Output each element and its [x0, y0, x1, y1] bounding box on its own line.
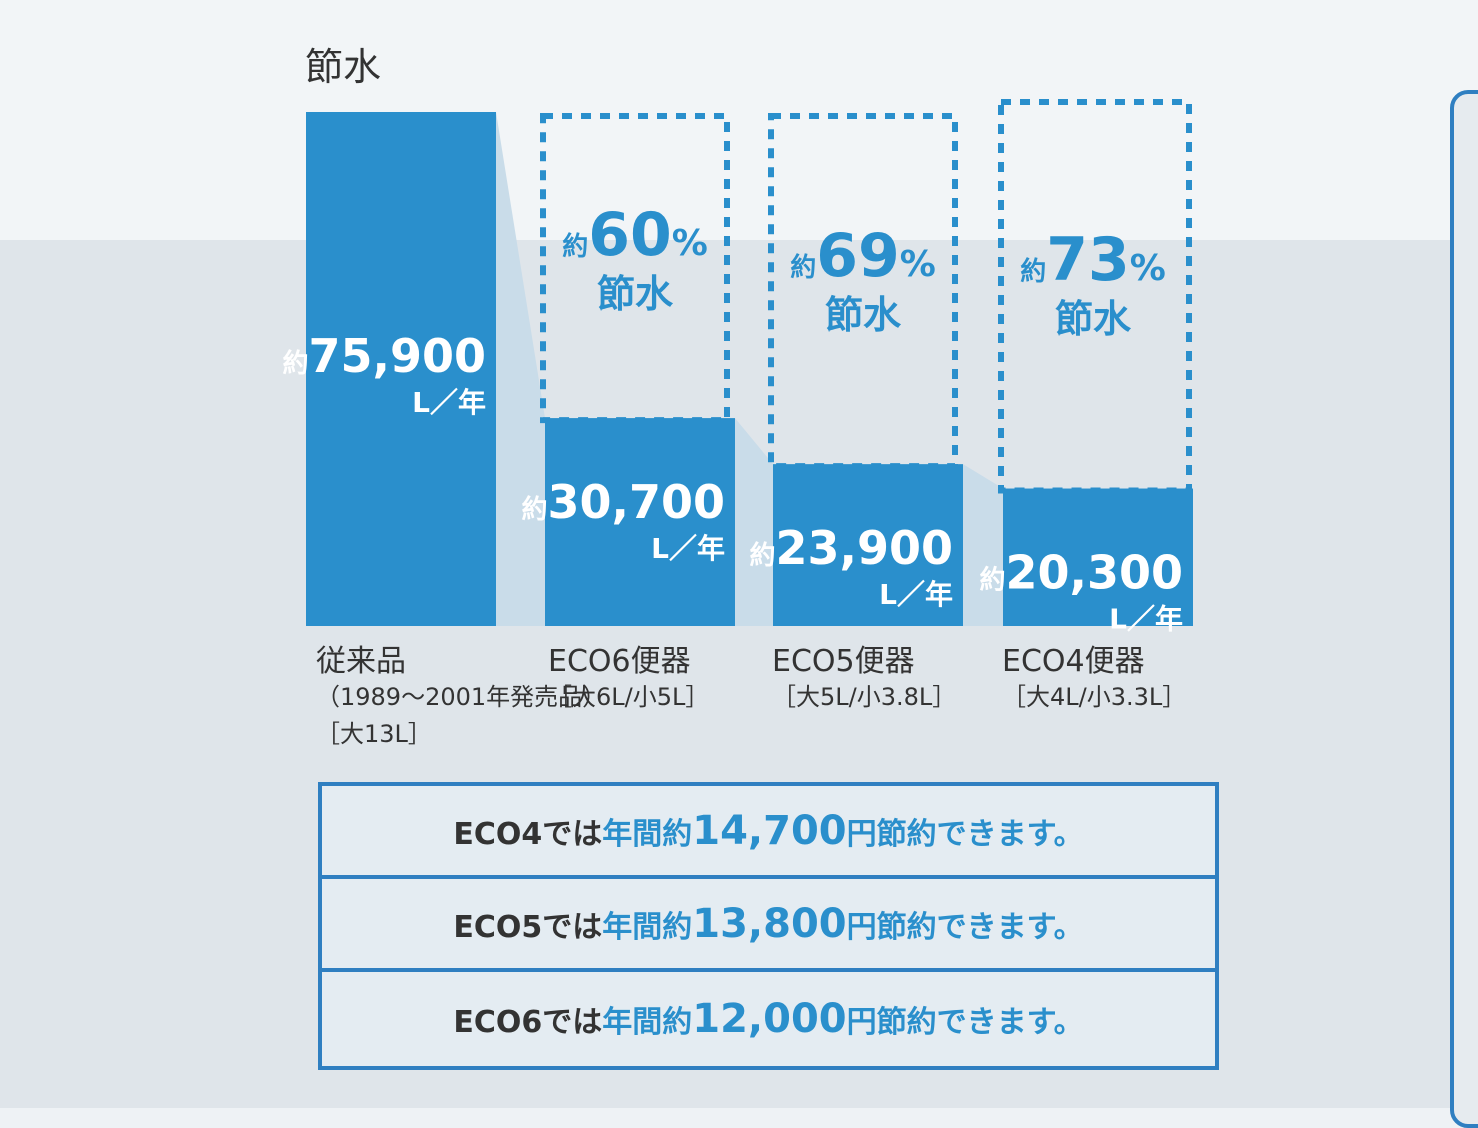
bar-connector-1 — [496, 112, 545, 626]
savings-model: ECO6では — [453, 1004, 603, 1040]
bar-connector-2 — [735, 418, 773, 626]
category-name: 従来品 — [316, 644, 406, 679]
water-saving-chart: 約75,900L／年約60%節水約30,700L／年約69%節水約23,900L… — [282, 99, 1193, 636]
bar-value-label-1: 約75,900 — [282, 329, 486, 383]
chart-heading: 節水 — [305, 45, 382, 89]
saving-percent-label-4: 約73% — [1020, 225, 1166, 295]
saving-word-4: 節水 — [1055, 297, 1132, 341]
bar-1 — [306, 112, 496, 626]
category-name: ECO5便器 — [772, 644, 915, 679]
dashed-box-2 — [540, 113, 730, 424]
savings-suffix: 円節約できます。 — [846, 909, 1084, 945]
bar-unit-label-1: L／年 — [412, 386, 486, 419]
savings-model: ECO4では — [453, 816, 603, 852]
category-sub: ［大4L/小3.3L］ — [1002, 682, 1187, 711]
category-sub: ［大6L/小5L］ — [548, 682, 710, 711]
category-label-1: 従来品 （1989～2001年発売品） ［大13L］ — [316, 644, 607, 749]
savings-amount: 14,700 — [692, 807, 847, 854]
category-label-3: ECO5便器 ［大5L/小3.8L］ — [772, 644, 957, 711]
savings-row-2: ECO5では 年間約 13,800 円節約できます。 — [322, 879, 1215, 972]
dashed-box-3 — [768, 113, 958, 470]
bar-unit-label-4: L／年 — [1109, 603, 1183, 636]
bar-unit-label-2: L／年 — [651, 532, 725, 565]
saving-percent-label-3: 約69% — [790, 221, 936, 291]
saving-percent-label-2: 約60% — [562, 200, 708, 270]
category-name: ECO4便器 — [1002, 644, 1145, 679]
saving-word-2: 節水 — [597, 272, 674, 316]
category-name: ECO6便器 — [548, 644, 691, 679]
saving-word-3: 節水 — [825, 293, 902, 337]
savings-box: ECO4では 年間約 14,700 円節約できます。 ECO5では 年間約 13,800 円節… — [318, 782, 1219, 1070]
savings-row-1: ECO4では 年間約 14,700 円節約できます。 — [322, 786, 1215, 879]
right-edge-panel — [1450, 90, 1478, 1128]
savings-suffix: 円節約できます。 — [846, 1004, 1084, 1040]
category-sub: （1989～2001年発売品） — [316, 682, 607, 711]
savings-suffix: 円節約できます。 — [846, 816, 1084, 852]
savings-amount: 12,000 — [692, 995, 847, 1042]
savings-amount: 13,800 — [692, 900, 847, 947]
bar-value-label-4: 約20,300 — [979, 546, 1183, 600]
category-spec: ［大13L］ — [316, 720, 432, 749]
savings-prefix: 年間約 — [602, 816, 693, 852]
bar-3 — [773, 464, 963, 626]
savings-prefix: 年間約 — [602, 1004, 693, 1040]
bar-unit-label-3: L／年 — [879, 578, 953, 611]
bar-value-label-3: 約23,900 — [749, 521, 953, 575]
category-sub: ［大5L/小3.8L］ — [772, 682, 957, 711]
category-label-4: ECO4便器 ［大4L/小3.3L］ — [1002, 644, 1187, 711]
savings-row-3: ECO6では 年間約 12,000 円節約できます。 — [322, 972, 1215, 1065]
category-label-2: ECO6便器 ［大6L/小5L］ — [548, 644, 710, 711]
savings-model: ECO5では — [453, 909, 603, 945]
bar-value-label-2: 約30,700 — [521, 475, 725, 529]
bar-connector-3 — [963, 464, 1003, 626]
background-upper — [0, 0, 1478, 240]
bar-2 — [545, 418, 735, 626]
savings-prefix: 年間約 — [602, 909, 693, 945]
bar-4 — [1003, 488, 1193, 626]
